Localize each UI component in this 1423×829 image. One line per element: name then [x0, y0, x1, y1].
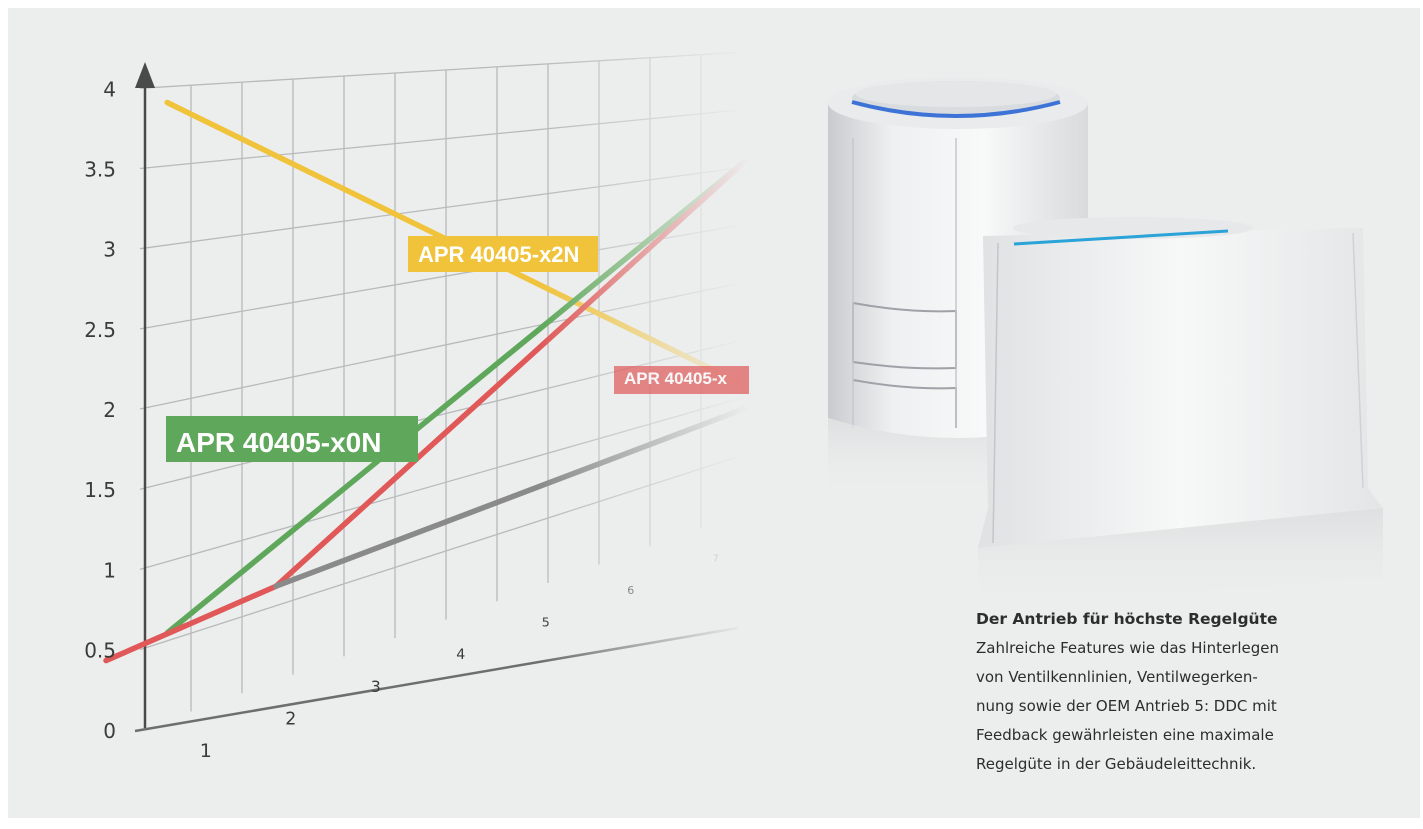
- product-image: [828, 77, 1383, 608]
- caption-line: Feedback gewährleisten eine maximale: [976, 726, 1274, 744]
- fade-overlay: [8, 8, 788, 818]
- perspective-line-chart: 00.511.522.533.54 12345678 APR 40405-x2N…: [8, 8, 788, 818]
- caption-line: Zahlreiche Features wie das Hinterlegen: [976, 639, 1280, 657]
- accent-ring-front: [1013, 229, 1229, 246]
- caption-body: Zahlreiche Features wie das Hinterlegen …: [976, 634, 1376, 779]
- svg-text:APR 40405-x: APR 40405-x: [624, 369, 728, 388]
- svg-text:APR 40405-x0N: APR 40405-x0N: [176, 427, 381, 458]
- product-caption: Der Antrieb für höchste Regelgüte Zahlre…: [976, 610, 1376, 779]
- series-labels: APR 40405-x2N APR 40405-x0N APR 40405-x: [166, 236, 749, 462]
- caption-line: von Ventilkennlinien, Ventilwegerken-: [976, 668, 1258, 686]
- actuator-front: [978, 217, 1383, 548]
- series-label-3: APR 40405-x: [614, 366, 749, 394]
- series-label-1: APR 40405-x2N: [408, 236, 598, 272]
- caption-line: Regelgüte in der Gebäudeleittechnik.: [976, 755, 1257, 773]
- accent-ring-back: [851, 100, 1061, 118]
- caption-line: nung sowie der OEM Antrieb 5: DDC mit: [976, 697, 1277, 715]
- series-label-2: APR 40405-x0N: [166, 416, 418, 462]
- caption-title: Der Antrieb für höchste Regelgüte: [976, 610, 1278, 628]
- svg-text:APR 40405-x2N: APR 40405-x2N: [418, 242, 579, 267]
- content-panel: 00.511.522.533.54 12345678 APR 40405-x2N…: [8, 8, 1420, 818]
